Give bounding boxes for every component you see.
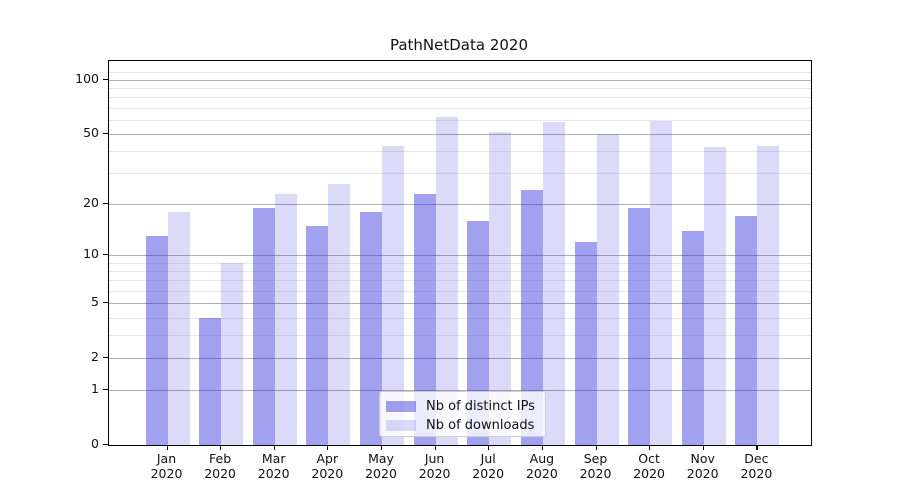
x-tick-label-jul: Jul 2020 — [472, 451, 505, 481]
legend-item-downloads: Nb of downloads — [386, 416, 545, 435]
bar-downloads-aug — [542, 122, 565, 445]
bar-downloads-dec — [757, 145, 780, 445]
x-tick-mark — [488, 445, 490, 450]
legend: Nb of distinct IPs Nb of downloads — [379, 391, 546, 437]
bar-downloads-feb — [221, 262, 244, 445]
legend-item-distinct-ips: Nb of distinct IPs — [386, 397, 545, 416]
x-tick-label-jun: Jun 2020 — [418, 451, 451, 481]
y-tick-label: 5 — [91, 294, 99, 310]
x-tick-mark — [327, 445, 329, 450]
gridline-major — [109, 255, 811, 257]
gridline-minor — [109, 317, 811, 319]
gridline-minor — [109, 291, 811, 292]
y-tick-label: 2 — [91, 349, 99, 365]
y-tick-label: 10 — [83, 246, 99, 262]
bars-layer — [109, 61, 811, 445]
x-tick-mark — [541, 445, 544, 450]
x-tick-mark — [702, 445, 704, 450]
gridline-minor — [109, 271, 811, 273]
bar-distinct-ips-mar — [252, 207, 275, 445]
y-tick-mark — [103, 389, 108, 391]
y-tick-mark — [103, 78, 108, 80]
y-tick-label: 50 — [83, 124, 99, 140]
bar-downloads-mar — [274, 193, 297, 445]
bar-downloads-apr — [328, 184, 351, 445]
y-tick-mark — [103, 302, 108, 304]
x-tick-mark — [220, 445, 222, 450]
x-tick-label-jan: Jan 2020 — [150, 451, 183, 481]
y-tick-label: 20 — [83, 195, 99, 211]
bar-distinct-ips-may — [360, 212, 382, 445]
gridline-major — [109, 358, 811, 360]
x-tick-label-mar: Mar 2020 — [257, 451, 290, 481]
bar-downloads-nov — [703, 147, 726, 445]
x-tick-mark — [756, 445, 758, 450]
gridline-major — [109, 204, 811, 206]
bar-downloads-sep — [596, 133, 619, 445]
bar-downloads-oct — [650, 121, 673, 445]
x-tick-mark — [381, 445, 383, 450]
bar-distinct-ips-dec — [735, 216, 758, 445]
gridline-minor — [109, 151, 811, 153]
gridline-major — [109, 390, 811, 392]
x-tick-label-aug: Aug 2020 — [525, 451, 558, 481]
gridline-major — [109, 79, 811, 81]
y-tick-label: 1 — [91, 381, 99, 397]
y-tick-mark — [103, 254, 108, 256]
gridline-minor — [109, 173, 811, 175]
y-tick-label: 100 — [75, 70, 99, 86]
x-tick-label-dec: Dec 2020 — [740, 451, 773, 481]
bar-distinct-ips-oct — [628, 207, 651, 445]
bar-distinct-ips-jul — [467, 220, 490, 445]
bar-downloads-jan — [167, 212, 190, 445]
bar-downloads-may — [382, 145, 404, 445]
bar-distinct-ips-nov — [681, 230, 704, 445]
x-tick-label-oct: Oct 2020 — [633, 451, 665, 481]
gridline-minor — [109, 262, 811, 264]
gridline-minor — [109, 72, 811, 74]
legend-swatch-distinct-ips — [386, 401, 416, 412]
plot-area — [108, 60, 812, 446]
gridlines-layer — [109, 61, 811, 445]
x-tick-label-nov: Nov 2020 — [686, 451, 719, 481]
legend-label-distinct-ips: Nb of distinct IPs — [426, 398, 535, 414]
bar-distinct-ips-apr — [306, 225, 329, 445]
y-tick-mark — [103, 444, 108, 446]
legend-swatch-downloads — [386, 420, 416, 431]
x-tick-label-apr: Apr 2020 — [311, 451, 344, 481]
x-tick-label-feb: Feb 2020 — [204, 451, 236, 481]
x-tick-label-sep: Sep 2020 — [579, 451, 612, 481]
y-tick-mark — [103, 357, 108, 359]
legend-label-downloads: Nb of downloads — [426, 417, 535, 433]
gridline-minor — [109, 97, 811, 99]
y-tick-label: 0 — [91, 436, 99, 451]
gridline-minor — [109, 280, 811, 282]
gridline-minor — [109, 335, 811, 337]
bar-downloads-jul — [489, 132, 512, 445]
bar-distinct-ips-jan — [145, 236, 168, 445]
bar-downloads-jun — [435, 117, 458, 445]
x-tick-mark — [273, 445, 275, 450]
x-tick-mark — [434, 445, 436, 450]
bar-distinct-ips-feb — [199, 317, 222, 445]
x-tick-label-may: May 2020 — [365, 451, 397, 481]
bar-distinct-ips-jun — [413, 193, 436, 445]
x-tick-mark — [649, 445, 651, 450]
chart-title: PathNetData 2020 — [389, 36, 529, 54]
gridline-minor — [109, 107, 811, 109]
bar-distinct-ips-sep — [574, 242, 597, 445]
x-tick-mark — [595, 445, 597, 450]
bar-distinct-ips-aug — [520, 190, 543, 445]
gridline-major — [109, 133, 811, 135]
y-tick-mark — [103, 132, 108, 134]
gridline-minor — [109, 119, 811, 121]
gridline-minor — [109, 88, 811, 89]
x-tick-mark — [166, 445, 168, 450]
y-tick-mark — [103, 203, 108, 205]
gridline-major — [109, 303, 811, 305]
